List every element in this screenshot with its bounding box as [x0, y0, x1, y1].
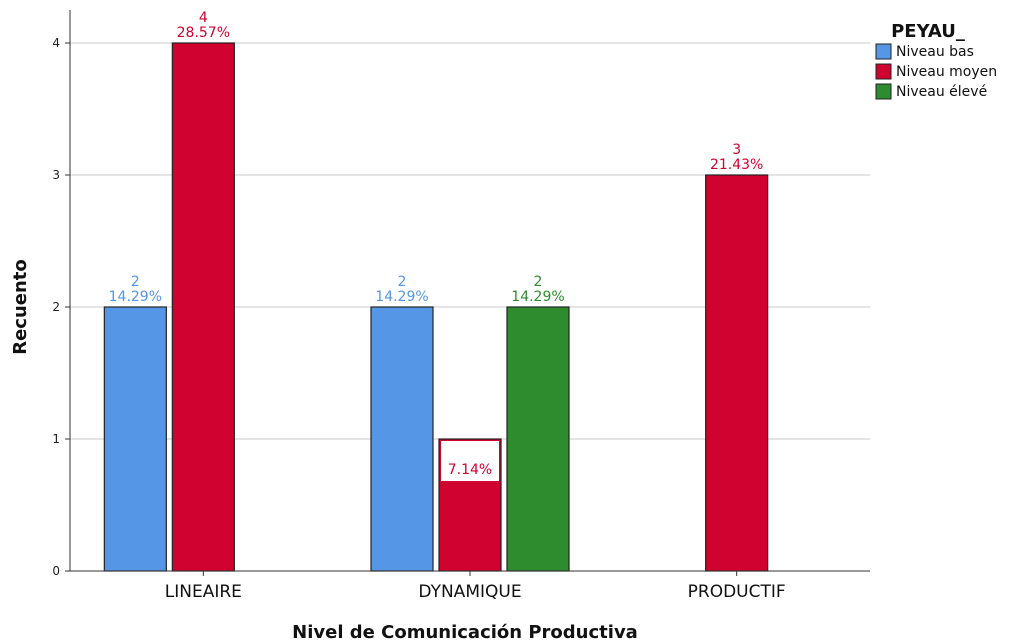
bar-count-label: 3: [732, 142, 741, 158]
y-tick-label: 3: [52, 168, 60, 182]
x-tick-label: DYNAMIQUE: [418, 582, 521, 602]
bar-count-label: 2: [534, 274, 543, 290]
bar-percent-label: 14.29%: [375, 289, 428, 305]
bar-percent-label: 14.29%: [511, 289, 564, 305]
bar-percent-label: 7.14%: [448, 462, 492, 478]
y-axis-title: Recuento: [10, 259, 31, 355]
bar-count-label: 4: [199, 10, 208, 26]
legend-swatch: [875, 63, 892, 80]
legend-item-label: Niveau élevé: [896, 84, 987, 100]
x-tick-label: LINEAIRE: [165, 582, 242, 602]
data-labels: 214.29%428.57%214.29%17.14%214.29%321.43…: [109, 10, 763, 481]
y-tick-label: 1: [52, 432, 60, 446]
bar: [171, 42, 235, 572]
legend-item-label: Niveau moyen: [896, 64, 997, 80]
axes: 0 1 2 3 4 LINEAIRE DYNAMIQUE PRODUCTIF: [52, 10, 870, 602]
bar-count-label: 2: [398, 274, 407, 290]
y-tick-label: 4: [52, 36, 60, 50]
legend-swatch: [875, 83, 892, 100]
bar-percent-label: 21.43%: [710, 157, 763, 173]
x-axis-title: Nivel de Comunicación Productiva: [292, 622, 638, 643]
bar: [370, 306, 434, 572]
legend-swatch: [875, 43, 892, 60]
bar: [506, 306, 570, 572]
bar: [103, 306, 167, 572]
x-tick-label: PRODUCTIF: [688, 582, 786, 602]
y-tick-label: 0: [52, 564, 60, 578]
bar-count-label: 2: [131, 274, 140, 290]
bar-percent-label: 14.29%: [109, 289, 162, 305]
bar-label-background: [441, 441, 499, 481]
legend: PEYAU_ Niveau bas Niveau moyen Niveau élev…: [875, 21, 997, 100]
legend-title: PEYAU_: [891, 21, 965, 42]
bar-percent-label: 28.57%: [177, 25, 230, 41]
bar: [705, 174, 769, 572]
y-tick-label: 2: [52, 300, 60, 314]
legend-item-label: Niveau bas: [896, 44, 974, 60]
